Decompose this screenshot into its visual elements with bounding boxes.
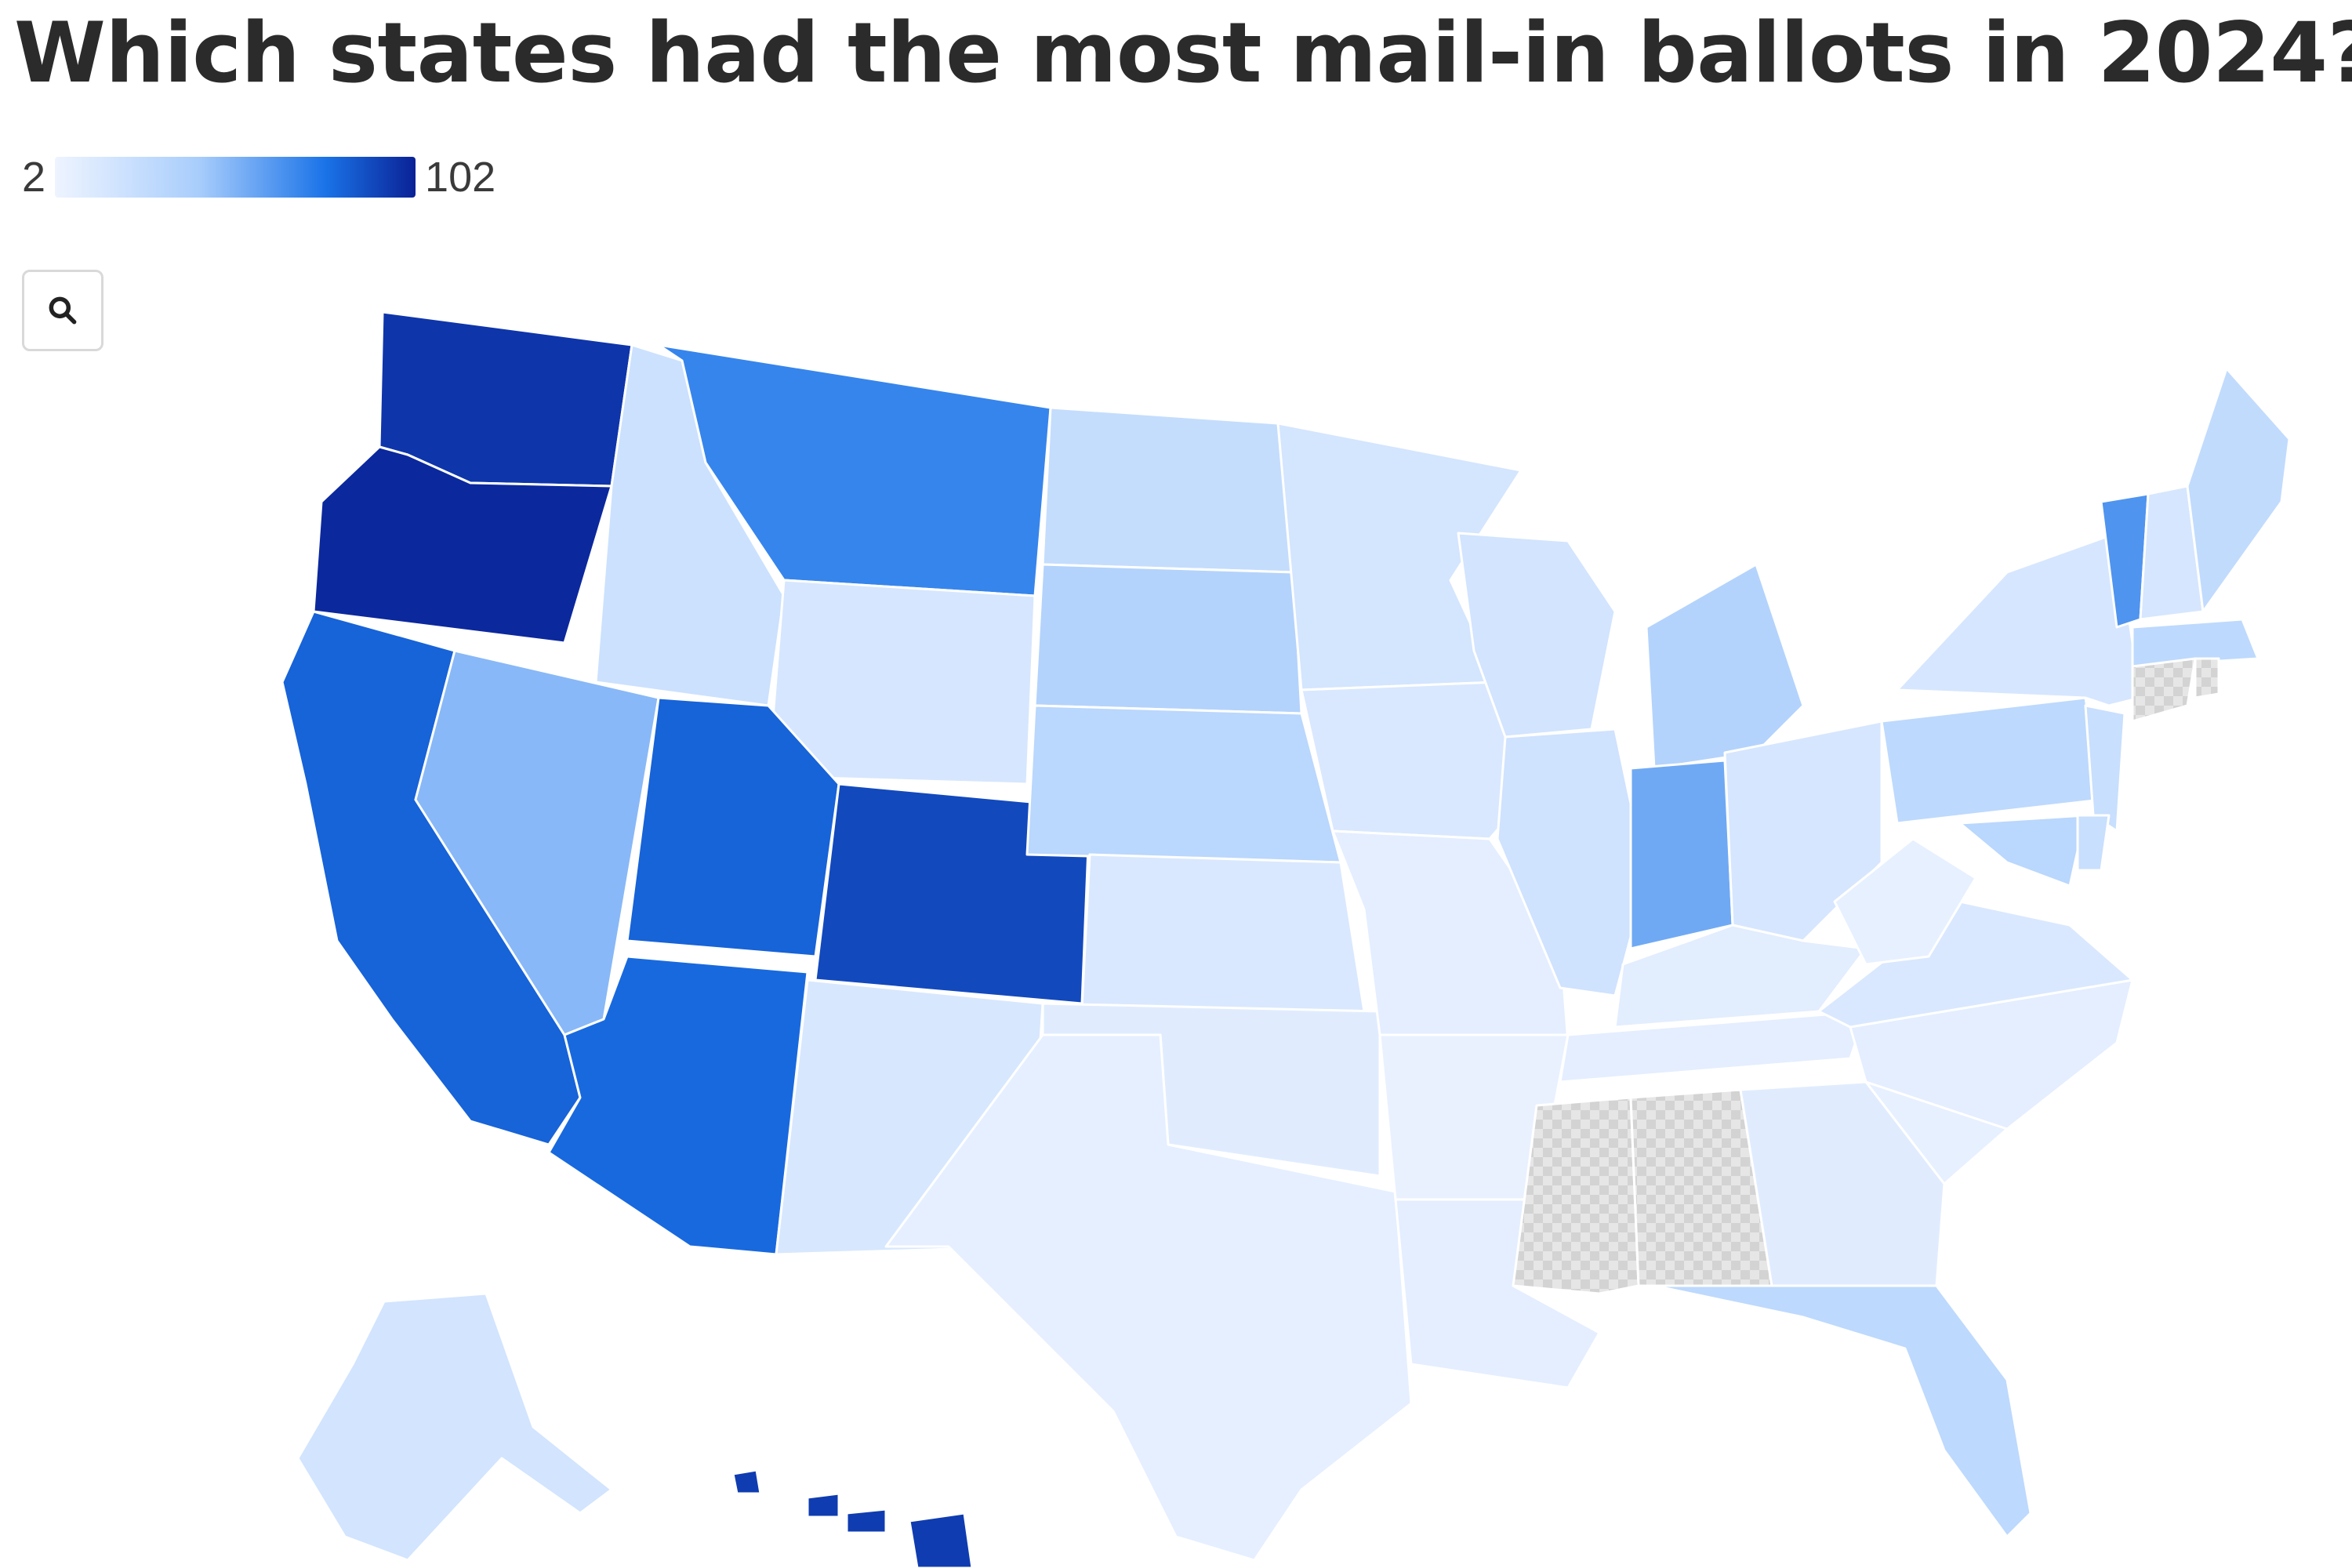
state-in[interactable] xyxy=(1629,759,1734,950)
search-icon xyxy=(49,296,77,325)
state-md[interactable] xyxy=(1958,814,2087,887)
zoom-button[interactable] xyxy=(22,270,103,351)
legend-min-label: 2 xyxy=(22,154,46,201)
state-ri[interactable] xyxy=(2194,657,2220,699)
state-wi[interactable] xyxy=(1457,532,1617,739)
state-ms[interactable] xyxy=(1512,1096,1640,1295)
state-hi-island-2[interactable] xyxy=(806,1492,840,1519)
state-ma[interactable] xyxy=(2131,618,2259,668)
state-il[interactable] xyxy=(1496,728,1648,997)
legend-max-label: 102 xyxy=(425,154,496,201)
state-mi[interactable] xyxy=(1645,563,1805,770)
state-hi-island-3[interactable] xyxy=(845,1508,887,1534)
state-nd[interactable] xyxy=(1041,406,1295,574)
state-ne[interactable] xyxy=(1025,704,1342,864)
state-sd[interactable] xyxy=(1033,563,1303,715)
state-ct[interactable] xyxy=(2131,657,2197,723)
color-legend: 2 102 xyxy=(22,154,495,201)
state-hi-island-1[interactable] xyxy=(731,1468,762,1495)
page-title: Which states had the most mail-in ballot… xyxy=(14,5,2352,101)
state-ak[interactable] xyxy=(296,1292,613,1562)
state-fl[interactable] xyxy=(1653,1284,2032,1538)
state-ny[interactable] xyxy=(1896,532,2142,707)
state-hi[interactable] xyxy=(908,1512,974,1568)
state-nj[interactable] xyxy=(2084,704,2126,833)
state-or[interactable] xyxy=(312,445,613,644)
state-tx[interactable] xyxy=(884,1033,1413,1562)
state-me[interactable] xyxy=(2186,367,2291,613)
legend-gradient-bar xyxy=(55,157,416,198)
state-de[interactable] xyxy=(2076,814,2111,872)
state-tn[interactable] xyxy=(1559,1010,1867,1083)
state-ga[interactable] xyxy=(1739,1080,1946,1287)
state-ut[interactable] xyxy=(626,696,840,958)
state-ks[interactable] xyxy=(1080,853,1366,1013)
state-pa[interactable] xyxy=(1880,696,2103,825)
state-wv[interactable] xyxy=(1833,837,1977,966)
